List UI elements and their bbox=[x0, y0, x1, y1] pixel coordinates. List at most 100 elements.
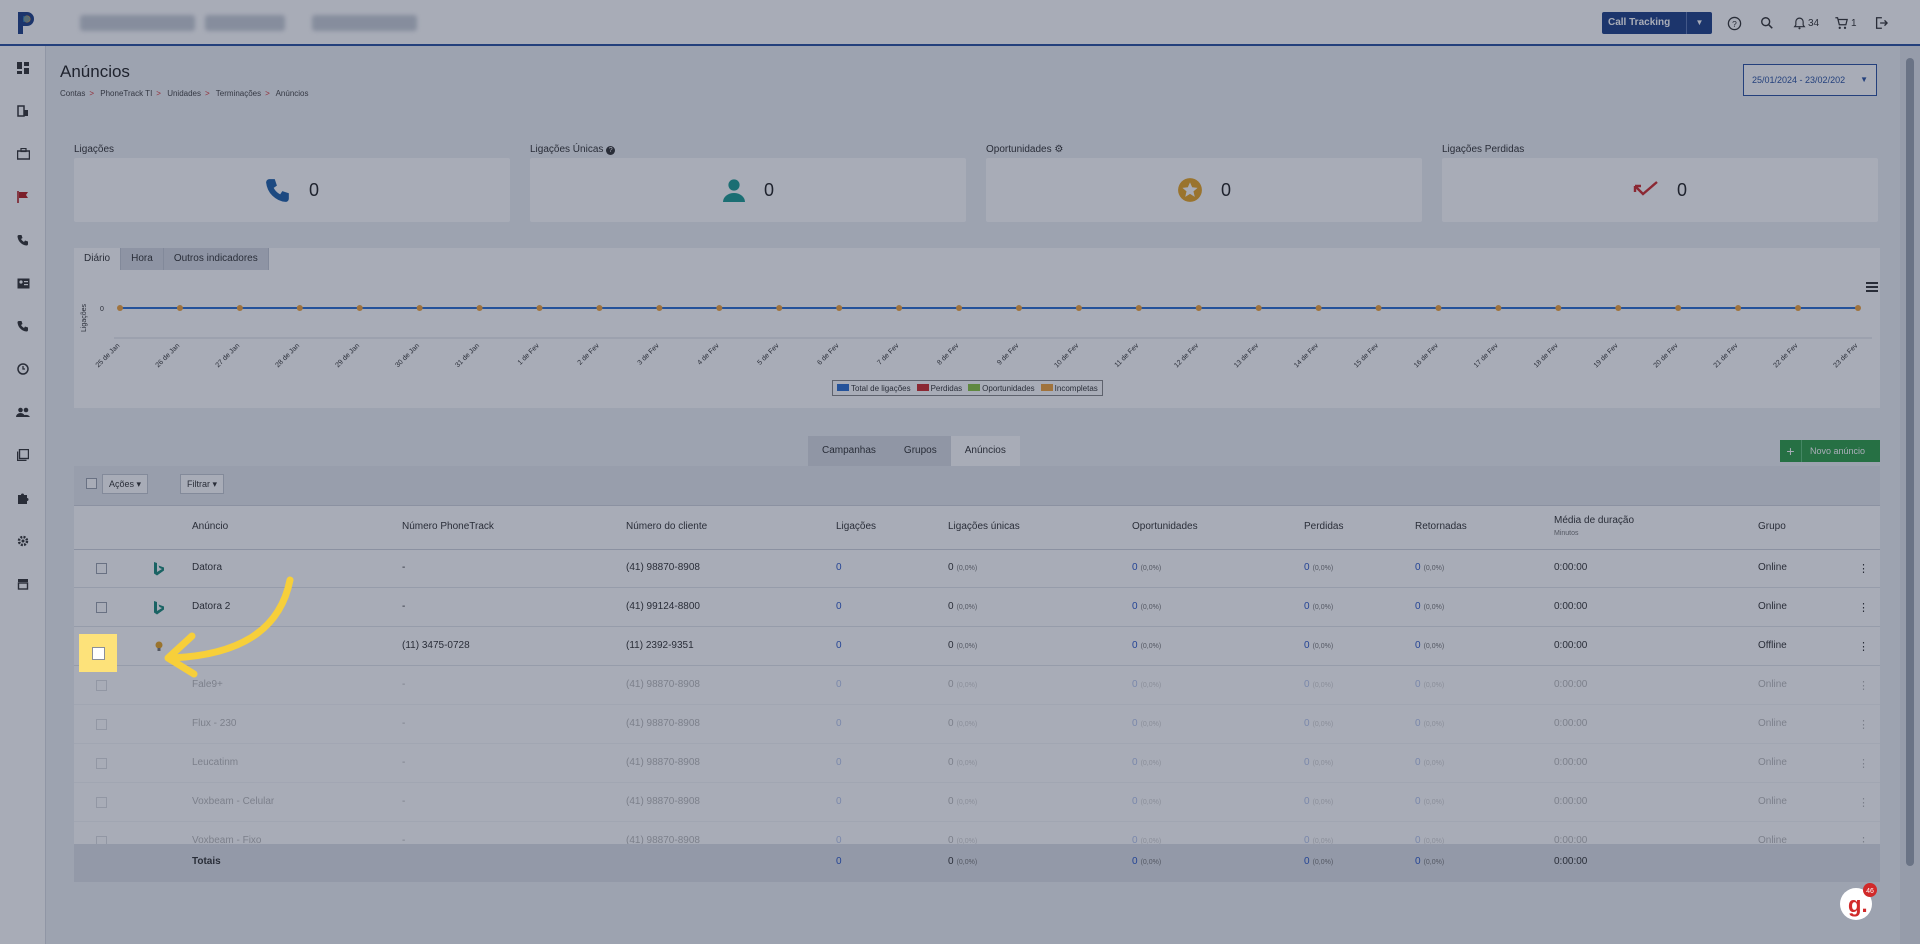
row-menu-icon[interactable]: ⋮ bbox=[1858, 719, 1869, 731]
opportunities-value[interactable]: 0 (0,0%) bbox=[1132, 757, 1162, 768]
data-point[interactable] bbox=[956, 305, 963, 311]
ad-name[interactable]: Leucatinm bbox=[192, 757, 239, 768]
returned-value[interactable]: 0 (0,0%) bbox=[1415, 796, 1445, 807]
tab-ads[interactable]: Anúncios bbox=[950, 436, 1020, 466]
notifications-button[interactable]: 34 bbox=[1793, 13, 1819, 33]
col-avg-duration[interactable]: Média de duração bbox=[1554, 515, 1635, 526]
missed-value[interactable]: 0 (0,0%) bbox=[1304, 679, 1334, 690]
data-point[interactable] bbox=[1495, 305, 1502, 311]
row-menu-icon[interactable]: ⋮ bbox=[1858, 602, 1869, 614]
legend-item[interactable]: Incompletas bbox=[1040, 383, 1098, 393]
sidebar-settings-icon[interactable] bbox=[13, 531, 33, 551]
new-ad-button[interactable]: + Novo anúncio bbox=[1780, 440, 1880, 462]
highlighted-row-checkbox[interactable] bbox=[79, 634, 117, 672]
tab-hour[interactable]: Hora bbox=[121, 248, 164, 270]
ad-name[interactable]: Datora bbox=[192, 562, 223, 573]
date-range-picker[interactable]: 25/01/2024 - 23/02/202 ▼ bbox=[1743, 64, 1877, 96]
sidebar-accounts-icon[interactable] bbox=[13, 101, 33, 121]
tab-other-indicators[interactable]: Outros indicadores bbox=[163, 248, 269, 270]
row-menu-icon[interactable]: ⋮ bbox=[1858, 680, 1869, 692]
page-scrollbar[interactable] bbox=[1900, 46, 1920, 944]
row-checkbox[interactable] bbox=[96, 797, 107, 808]
row-checkbox[interactable] bbox=[96, 758, 107, 769]
tab-campaigns[interactable]: Campanhas bbox=[808, 436, 890, 466]
calls-value[interactable]: 0 bbox=[836, 601, 842, 612]
sidebar-users-icon[interactable] bbox=[13, 402, 33, 422]
legend-item[interactable]: Oportunidades bbox=[968, 383, 1035, 393]
guide-widget-icon[interactable]: g. 46 bbox=[1838, 882, 1878, 922]
data-point[interactable] bbox=[1675, 305, 1682, 311]
opportunities-value[interactable]: 0 (0,0%) bbox=[1132, 796, 1162, 807]
row-checkbox[interactable] bbox=[96, 719, 107, 730]
sidebar-puzzle-icon[interactable] bbox=[13, 488, 33, 508]
missed-value[interactable]: 0 (0,0%) bbox=[1304, 757, 1334, 768]
calls-value[interactable]: 0 bbox=[836, 679, 842, 690]
row-menu-icon[interactable]: ⋮ bbox=[1858, 563, 1869, 575]
returned-value[interactable]: 0 (0,0%) bbox=[1415, 718, 1445, 729]
data-point[interactable] bbox=[416, 305, 423, 311]
row-checkbox[interactable] bbox=[96, 680, 107, 691]
sidebar-contact-card-icon[interactable] bbox=[13, 273, 33, 293]
data-point[interactable] bbox=[776, 305, 783, 311]
returned-value[interactable]: 0 (0,0%) bbox=[1415, 562, 1445, 573]
returned-value[interactable]: 0 (0,0%) bbox=[1415, 679, 1445, 690]
col-unique-calls[interactable]: Ligações únicas bbox=[948, 521, 1020, 532]
gear-icon[interactable]: ⚙ bbox=[1054, 144, 1064, 155]
sidebar-library-icon[interactable] bbox=[13, 445, 33, 465]
product-selector[interactable]: Call Tracking ▼ bbox=[1602, 12, 1712, 34]
data-point[interactable] bbox=[536, 305, 543, 311]
sidebar-store-icon[interactable] bbox=[13, 574, 33, 594]
ad-name[interactable]: Datora 2 bbox=[192, 601, 231, 612]
data-point[interactable] bbox=[896, 305, 903, 311]
breadcrumb-item[interactable]: Unidades bbox=[167, 89, 202, 98]
calls-value[interactable]: 0 bbox=[836, 562, 842, 573]
actions-dropdown[interactable]: Ações ▾ bbox=[102, 474, 149, 494]
row-menu-icon[interactable]: ⋮ bbox=[1858, 836, 1869, 848]
sidebar-history-icon[interactable] bbox=[13, 359, 33, 379]
returned-value[interactable]: 0 (0,0%) bbox=[1415, 640, 1445, 651]
opportunities-value[interactable]: 0 (0,0%) bbox=[1132, 640, 1162, 651]
legend-item[interactable]: Perdidas bbox=[916, 383, 962, 393]
ad-name[interactable]: Voxbeam - Fixo bbox=[192, 835, 262, 846]
ad-name[interactable]: Voxbeam - Celular bbox=[192, 796, 275, 807]
table-row[interactable]: Leucatinm - (41) 98870-8908 0 0 (0,0%) 0 (0,0%)… bbox=[74, 745, 1880, 783]
data-point[interactable] bbox=[1735, 305, 1742, 311]
row-menu-icon[interactable]: ⋮ bbox=[1858, 758, 1869, 770]
phonetrack-logo[interactable] bbox=[14, 8, 38, 36]
ad-name[interactable]: Flux - 230 bbox=[192, 718, 237, 729]
missed-value[interactable]: 0 (0,0%) bbox=[1304, 562, 1334, 573]
calls-value[interactable]: 0 bbox=[836, 718, 842, 729]
data-point[interactable] bbox=[1435, 305, 1442, 311]
sidebar-dashboard-icon[interactable] bbox=[13, 58, 33, 78]
data-point[interactable] bbox=[1615, 305, 1622, 311]
cart-button[interactable]: 1 bbox=[1834, 13, 1857, 33]
breadcrumb-item[interactable]: Contas bbox=[60, 89, 86, 98]
returned-value[interactable]: 0 (0,0%) bbox=[1415, 601, 1445, 612]
opportunities-value[interactable]: 0 (0,0%) bbox=[1132, 601, 1162, 612]
chart-menu-icon[interactable] bbox=[1866, 282, 1878, 292]
missed-value[interactable]: 0 (0,0%) bbox=[1304, 601, 1334, 612]
opportunities-value[interactable]: 0 (0,0%) bbox=[1132, 562, 1162, 573]
question-icon[interactable]: ? bbox=[606, 146, 616, 155]
data-point[interactable] bbox=[296, 305, 303, 311]
data-point[interactable] bbox=[656, 305, 663, 311]
col-group[interactable]: Grupo bbox=[1758, 521, 1786, 532]
data-point[interactable] bbox=[176, 305, 183, 311]
data-point[interactable] bbox=[1135, 305, 1142, 311]
calls-value[interactable]: 0 bbox=[836, 757, 842, 768]
table-row[interactable]: Flux - 230 - (41) 98870-8908 0 0 (0,0%) 0 (0,0%… bbox=[74, 706, 1880, 744]
data-point[interactable] bbox=[476, 305, 483, 311]
sidebar-call-icon[interactable] bbox=[13, 316, 33, 336]
data-point[interactable] bbox=[1195, 305, 1202, 311]
sidebar-phone-icon[interactable] bbox=[13, 230, 33, 250]
tab-daily[interactable]: Diário bbox=[74, 248, 122, 270]
help-icon[interactable]: ? bbox=[1727, 13, 1742, 33]
data-point[interactable] bbox=[1315, 305, 1322, 311]
logout-icon[interactable] bbox=[1874, 13, 1888, 33]
table-row[interactable]: (11) 3475-0728 (11) 2392-9351 0 0 (0,0%) 0 (0,… bbox=[74, 628, 1880, 666]
row-menu-icon[interactable]: ⋮ bbox=[1858, 641, 1869, 653]
row-checkbox[interactable] bbox=[91, 646, 105, 660]
filter-dropdown[interactable]: Filtrar ▾ bbox=[180, 474, 225, 494]
table-row[interactable]: Datora 2 - (41) 99124-8800 0 0 (0,0%) 0 (0,0%) 0… bbox=[74, 589, 1880, 627]
opportunities-value[interactable]: 0 (0,0%) bbox=[1132, 718, 1162, 729]
